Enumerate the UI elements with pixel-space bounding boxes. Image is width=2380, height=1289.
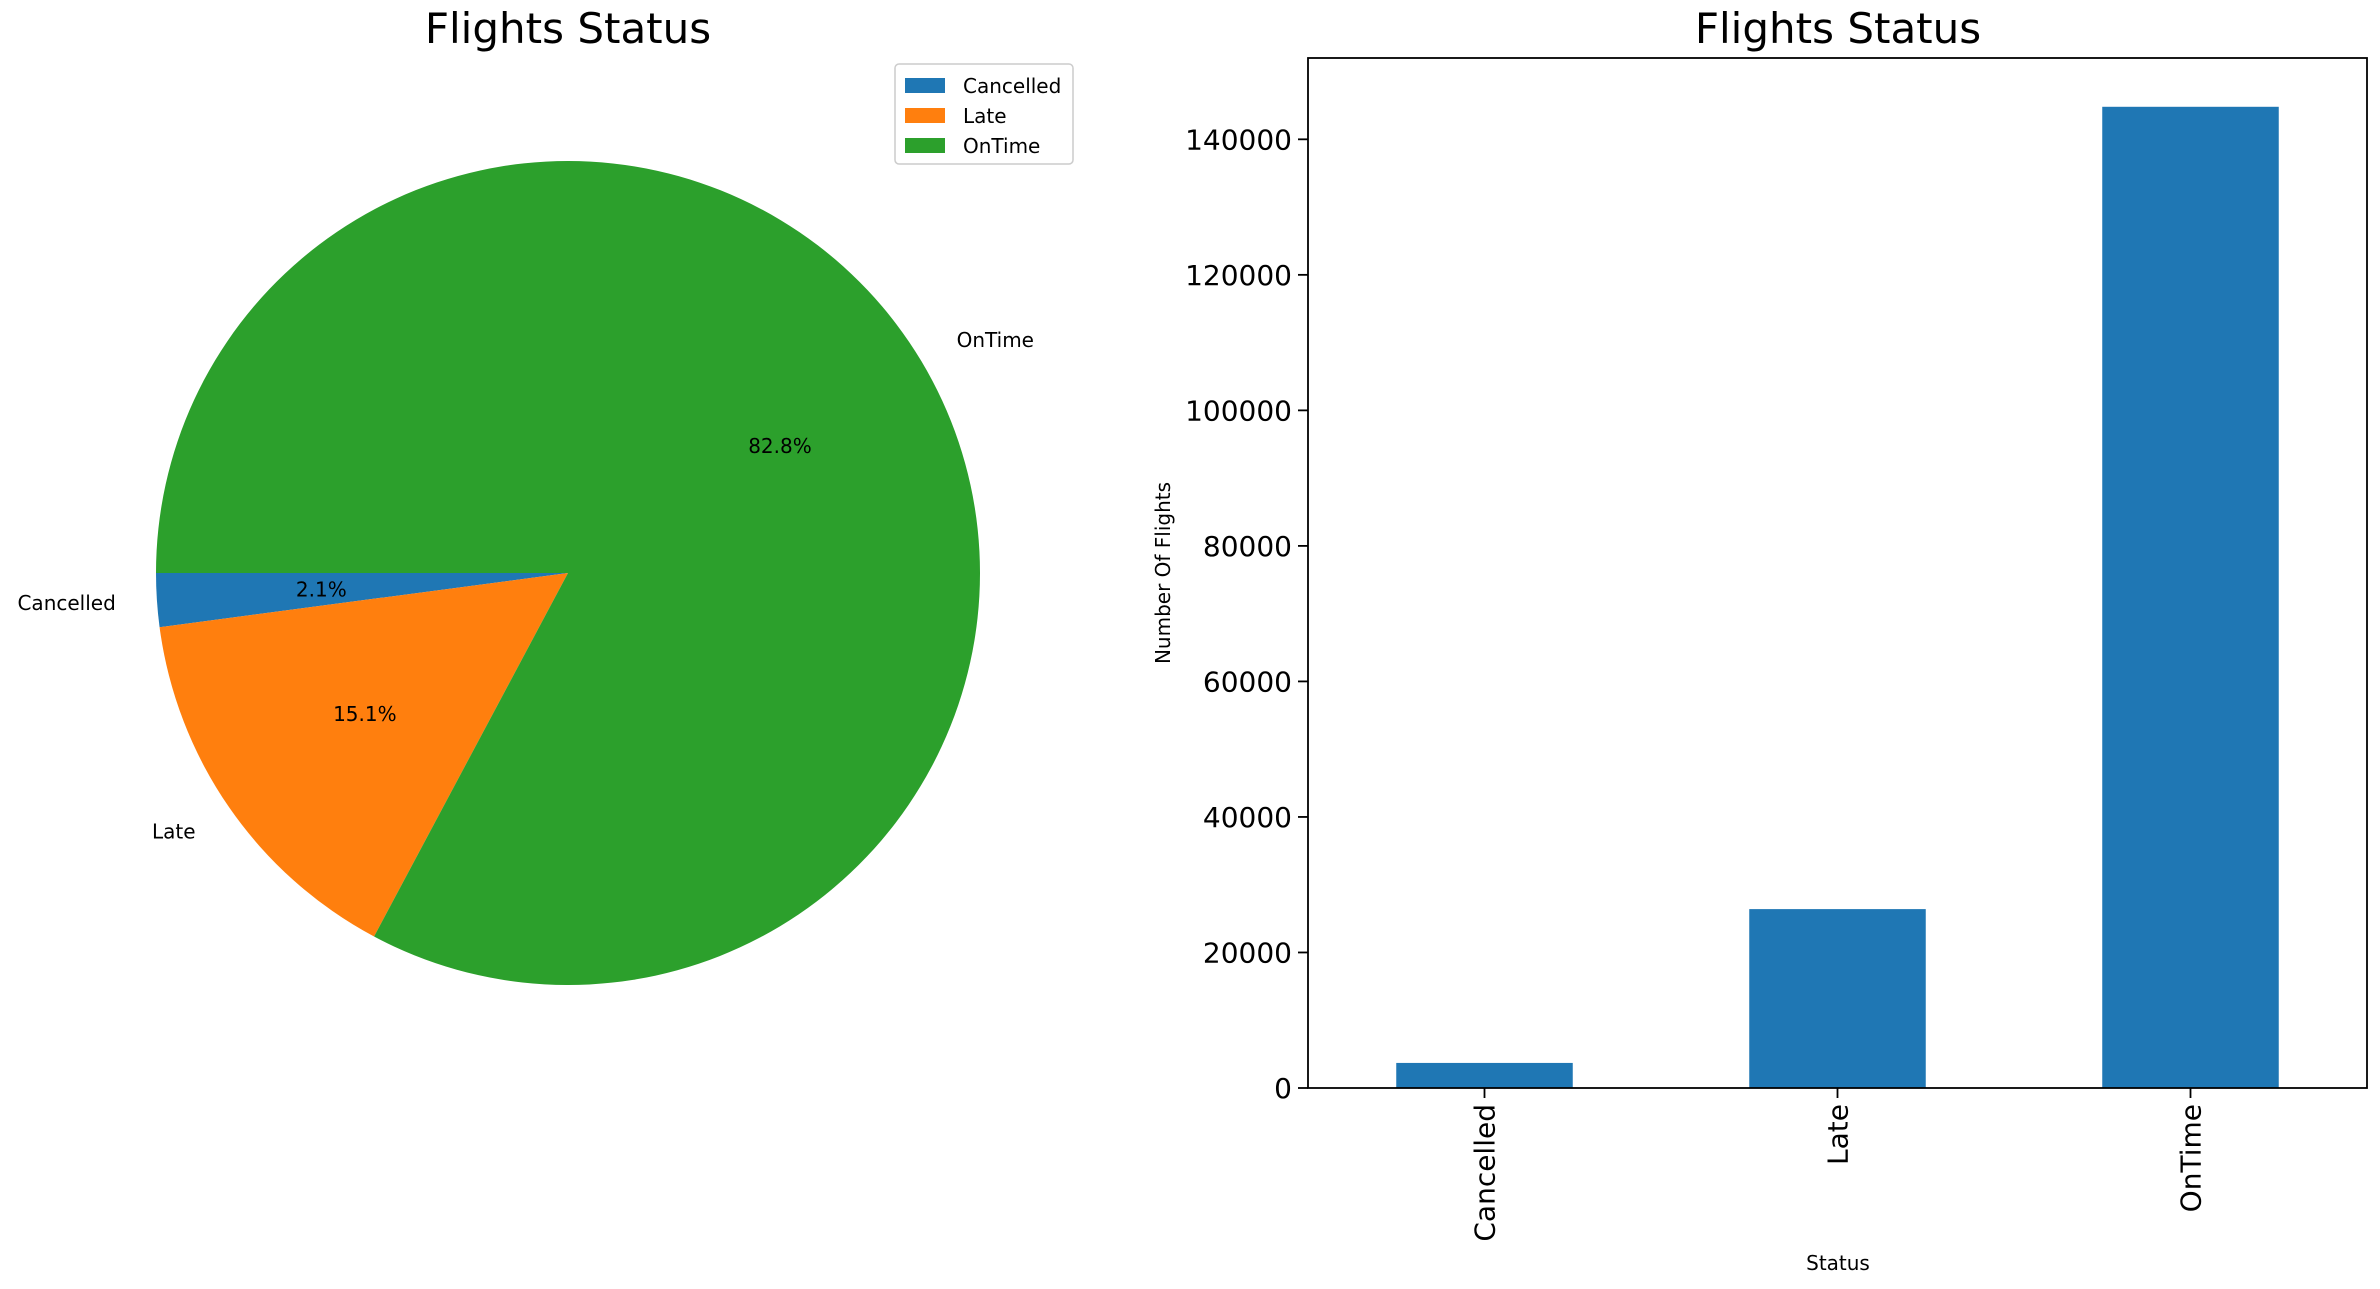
y-axis-label: Number Of Flights [1151, 482, 1175, 664]
y-tick-label: 0 [1274, 1072, 1292, 1105]
pie-legend: Cancelled Late OnTime [894, 63, 1074, 165]
x-axis-label: Status [1806, 1251, 1870, 1275]
legend-swatch-late [905, 108, 945, 123]
pie-category-label-ontime: OnTime [957, 328, 1034, 352]
bar-chart: Flights Status 0 20000 40000 60000 80000 1000… [1151, 4, 2368, 1275]
y-tick-label: 120000 [1185, 259, 1292, 292]
bar-chart-title: Flights Status [1695, 4, 1981, 53]
x-axis-ticks: Cancelled Late OnTime [1469, 1088, 2208, 1242]
y-tick-label: 20000 [1203, 936, 1292, 969]
pie-percent-label-cancelled: 2.1% [296, 577, 347, 601]
y-tick-label: 60000 [1203, 665, 1292, 698]
legend-label-ontime: OnTime [963, 134, 1040, 158]
bar-ontime [2102, 106, 2279, 1088]
legend-label-cancelled: Cancelled [963, 74, 1061, 98]
x-tick-label-cancelled: Cancelled [1469, 1104, 1502, 1242]
pie-slice-cancelled [156, 573, 568, 628]
x-tick-label-ontime: OnTime [2175, 1104, 2208, 1212]
y-tick-label: 140000 [1185, 123, 1292, 156]
legend-label-late: Late [963, 104, 1007, 128]
legend-swatch-ontime [905, 138, 945, 153]
bar-cancelled [1396, 1062, 1573, 1088]
y-axis-ticks: 0 20000 40000 60000 80000 100000 120000 140000 [1185, 123, 1308, 1105]
pie-labels: Cancelled 2.1% Late 15.1% OnTime 82.8% [17, 328, 1034, 843]
pie-slice-late [159, 573, 569, 937]
pie-category-label-late: Late [152, 819, 196, 843]
pie-chart-title: Flights Status [425, 4, 711, 53]
bar-late [1749, 909, 1926, 1088]
pie-slice-ontime [156, 160, 980, 986]
pie-percent-label-ontime: 82.8% [748, 434, 812, 458]
y-tick-label: 80000 [1203, 530, 1292, 563]
pie-percent-label-late: 15.1% [333, 702, 397, 726]
legend-swatch-cancelled [905, 78, 945, 93]
bars [1396, 106, 2279, 1088]
y-tick-label: 40000 [1203, 801, 1292, 834]
pie-slices [156, 160, 980, 986]
y-tick-label: 100000 [1185, 394, 1292, 427]
x-tick-label-late: Late [1822, 1104, 1855, 1165]
pie-chart: Flights Status Cancelled 2.1% Late 15.1% OnT… [17, 4, 1074, 986]
pie-category-label-cancelled: Cancelled [17, 591, 115, 615]
